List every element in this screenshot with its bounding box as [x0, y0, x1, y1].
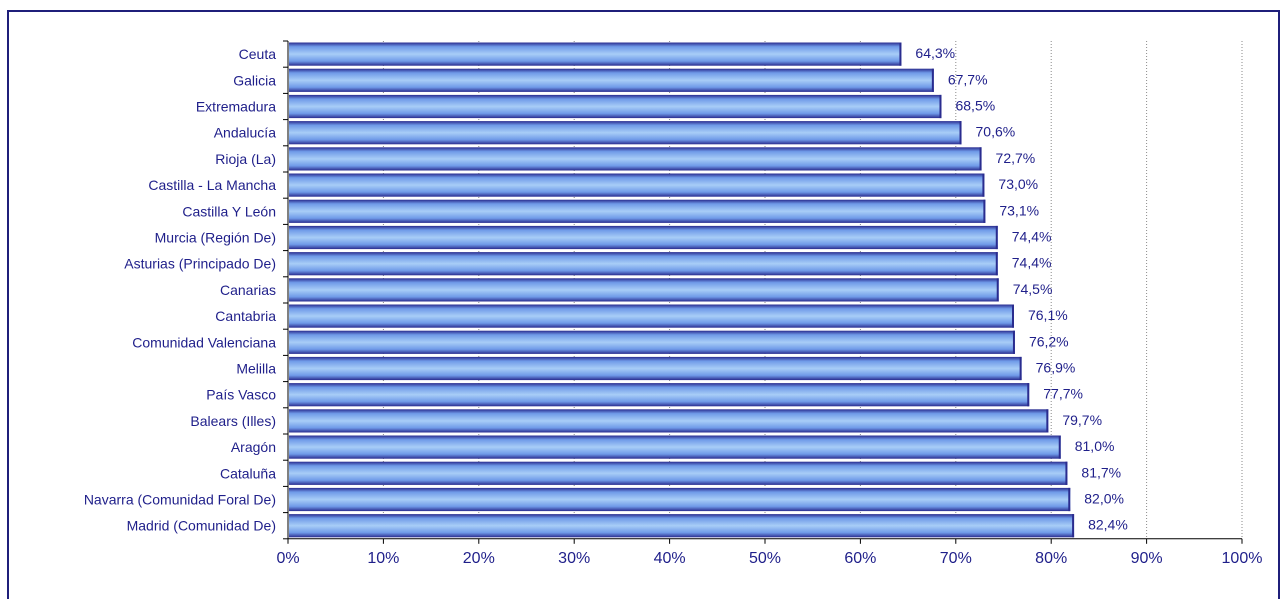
- category-label: Asturias (Principado De): [124, 256, 276, 272]
- value-label: 72,7%: [996, 150, 1036, 166]
- category-label: Ceuta: [239, 46, 277, 62]
- category-label: Canarias: [220, 282, 276, 298]
- value-label: 76,9%: [1036, 360, 1076, 376]
- x-tick-label: 50%: [749, 550, 781, 567]
- labels: 0% 10% 20% 30% 40% 50% 60% 70% 80% 90% 100% Ceuta 64…: [84, 45, 1263, 567]
- bar: [289, 199, 986, 223]
- x-tick-label: 40%: [654, 550, 686, 567]
- bar-end: [983, 199, 986, 223]
- category-label: Madrid (Comunidad De): [127, 518, 276, 534]
- x-tick-label: 0%: [276, 550, 299, 567]
- category-label: Andalucía: [214, 125, 276, 141]
- axes: [283, 40, 1243, 544]
- value-label: 82,4%: [1088, 517, 1128, 533]
- x-tick-label: 20%: [463, 550, 495, 567]
- category-label: Extremadura: [196, 99, 276, 115]
- value-label: 73,0%: [998, 176, 1038, 192]
- bar-end: [1011, 304, 1014, 328]
- x-tick-label: 80%: [1035, 550, 1067, 567]
- bar: [289, 225, 998, 250]
- bar-end: [982, 173, 985, 197]
- category-label: Cataluña: [220, 465, 276, 481]
- bar: [289, 409, 1049, 433]
- x-tick-label: 70%: [940, 550, 972, 567]
- value-label: 74,4%: [1012, 229, 1052, 245]
- bar-end: [1027, 383, 1030, 407]
- bar: [289, 330, 1015, 354]
- bar-end: [1012, 330, 1015, 354]
- category-label: País Vasco: [206, 387, 276, 403]
- category-label: Balears (Illes): [190, 413, 276, 429]
- bar-end: [1019, 356, 1022, 381]
- x-tick-label: 100%: [1222, 550, 1263, 567]
- bar-end: [1058, 435, 1061, 459]
- category-label: Castilla Y León: [182, 203, 276, 219]
- bar: [289, 42, 902, 66]
- bar: [289, 147, 982, 171]
- category-label: Murcia (Región De): [155, 230, 276, 246]
- bar: [289, 514, 1075, 538]
- x-tick-label: 90%: [1131, 550, 1163, 567]
- value-label: 74,5%: [1013, 281, 1053, 297]
- bar-end: [995, 225, 998, 250]
- category-label: Cantabria: [215, 308, 276, 324]
- category-label: Rioja (La): [215, 151, 276, 167]
- value-label: 64,3%: [915, 45, 955, 61]
- value-label: 82,0%: [1084, 491, 1124, 507]
- bar-end: [1068, 487, 1071, 512]
- category-label: Melilla: [236, 361, 276, 377]
- bar: [289, 487, 1071, 512]
- bar-end: [1046, 409, 1049, 433]
- value-label: 73,1%: [999, 202, 1039, 218]
- bars: [289, 42, 1075, 538]
- x-tick-label: 30%: [558, 550, 590, 567]
- category-label: Castilla - La Mancha: [148, 177, 276, 193]
- value-label: 81,0%: [1075, 438, 1115, 454]
- bar-end: [1072, 514, 1075, 538]
- value-label: 70,6%: [976, 124, 1016, 140]
- bar: [289, 252, 998, 276]
- category-label: Aragón: [231, 439, 276, 455]
- category-label: Navarra (Comunidad Foral De): [84, 492, 276, 508]
- value-label: 76,1%: [1028, 307, 1068, 323]
- bar-end: [899, 42, 902, 66]
- bar: [289, 68, 934, 92]
- value-label: 74,4%: [1012, 255, 1052, 271]
- bar: [289, 383, 1030, 407]
- bar-end: [931, 68, 934, 92]
- bar-end: [939, 94, 942, 119]
- bar: [289, 94, 942, 119]
- bar: [289, 304, 1014, 328]
- bar: [289, 356, 1022, 381]
- bar: [289, 121, 962, 145]
- value-label: 79,7%: [1062, 412, 1102, 428]
- bar-end: [996, 278, 999, 302]
- bar-end: [959, 121, 962, 145]
- x-tick-label: 10%: [367, 550, 399, 567]
- value-label: 76,2%: [1029, 333, 1069, 349]
- bar: [289, 278, 999, 302]
- value-label: 68,5%: [955, 98, 995, 114]
- bar-end: [979, 147, 982, 171]
- value-label: 67,7%: [948, 71, 988, 87]
- bar: [289, 435, 1061, 459]
- bar: [289, 173, 985, 197]
- category-label: Galicia: [233, 72, 276, 88]
- category-label: Comunidad Valenciana: [132, 334, 276, 350]
- x-tick-label: 60%: [844, 550, 876, 567]
- value-label: 77,7%: [1043, 386, 1083, 402]
- bar-end: [1065, 461, 1068, 485]
- bar-end: [995, 252, 998, 276]
- bar: [289, 461, 1068, 485]
- value-label: 81,7%: [1081, 464, 1121, 480]
